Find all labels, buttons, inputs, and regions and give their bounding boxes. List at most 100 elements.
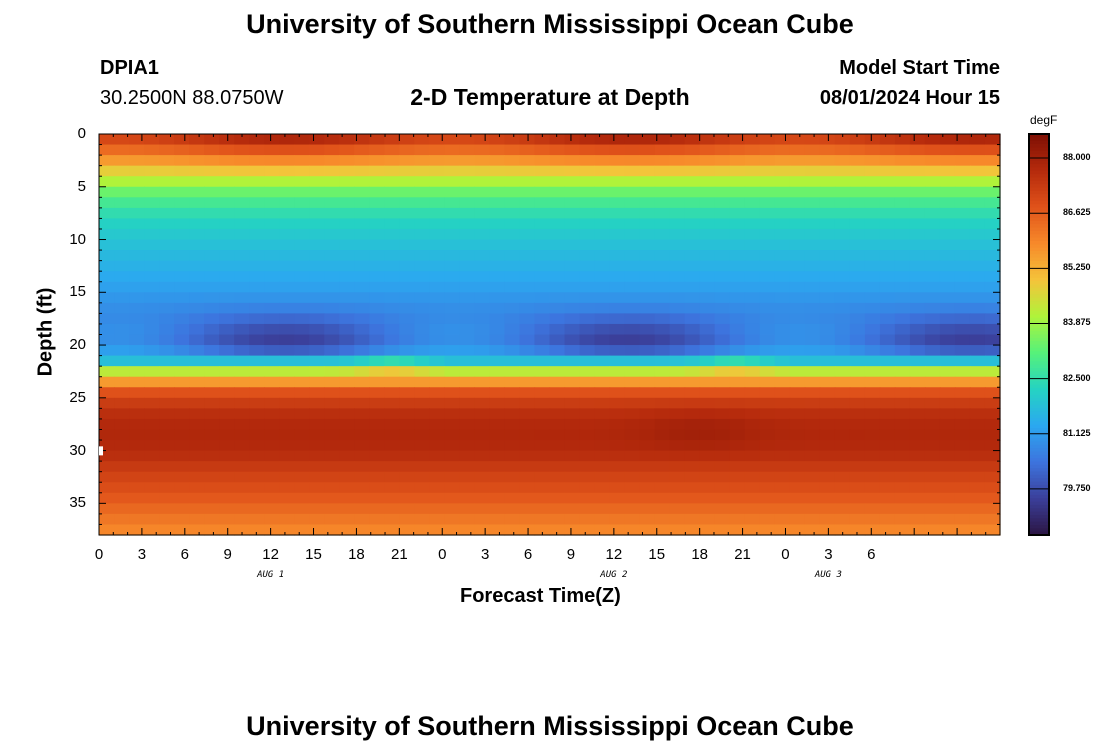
heatmap-cell: [114, 450, 130, 462]
heatmap-cell: [684, 387, 701, 399]
heatmap-cell: [399, 345, 415, 357]
heatmap-cell: [564, 281, 581, 293]
heatmap-cell: [504, 492, 521, 504]
heatmap-cell: [819, 281, 836, 293]
heatmap-cell: [99, 144, 115, 156]
heatmap-cell: [264, 313, 280, 325]
colorbar-segment: [1029, 351, 1049, 356]
heatmap-cell: [249, 387, 265, 399]
heatmap-cell: [234, 186, 250, 198]
heatmap-cell: [219, 334, 235, 346]
heatmap-cell: [234, 334, 250, 346]
heatmap-cell: [309, 218, 325, 230]
heatmap-cell: [279, 260, 295, 272]
heatmap-cell: [714, 440, 731, 452]
heatmap-cell: [684, 345, 701, 357]
heatmap-cell: [369, 176, 385, 188]
heatmap-cell: [504, 197, 521, 209]
heatmap-cell: [144, 155, 160, 167]
heatmap-cell: [429, 450, 445, 462]
heatmap-cell: [549, 334, 566, 346]
colorbar-segment: [1029, 217, 1049, 222]
heatmap-cell: [204, 345, 220, 357]
heatmap-cell: [369, 440, 385, 452]
heatmap-cell: [489, 281, 506, 293]
heatmap-cell: [954, 355, 971, 367]
heatmap-cell: [594, 471, 611, 483]
heatmap-cell: [729, 260, 746, 272]
heatmap-cell: [279, 134, 295, 146]
heatmap-cell: [639, 492, 656, 504]
heatmap-cell: [219, 155, 235, 167]
heatmap-cell: [924, 440, 941, 452]
heatmap-cell: [534, 334, 551, 346]
heatmap-cell: [819, 524, 836, 536]
heatmap-cell: [414, 281, 430, 293]
colorbar-segment: [1029, 247, 1049, 252]
heatmap-cell: [654, 345, 671, 357]
heatmap-cell: [969, 524, 986, 536]
heatmap-cell: [984, 313, 1001, 325]
heatmap-cell: [204, 387, 220, 399]
heatmap-cell: [954, 429, 971, 441]
colorbar-segment: [1029, 220, 1049, 225]
heatmap-cell: [174, 471, 190, 483]
heatmap-cell: [789, 524, 806, 536]
heatmap-cell: [909, 186, 926, 198]
heatmap-cell: [204, 482, 220, 494]
heatmap-cell: [444, 418, 460, 431]
colorbar-segment: [1029, 481, 1049, 486]
heatmap-cell: [414, 155, 430, 167]
heatmap-cell: [834, 134, 851, 146]
heatmap-cell: [369, 165, 385, 177]
heatmap-cell: [849, 408, 866, 420]
heatmap-cell: [534, 503, 551, 515]
heatmap-cell: [729, 176, 746, 188]
heatmap-cell: [624, 271, 641, 283]
heatmap-cell: [144, 408, 160, 420]
heatmap-cell: [984, 418, 1001, 431]
heatmap-cell: [309, 271, 325, 283]
heatmap-cell: [639, 524, 656, 536]
heatmap-cell: [324, 260, 340, 272]
heatmap-cell: [114, 260, 130, 272]
heatmap-cell: [939, 176, 956, 188]
heatmap-cell: [219, 513, 235, 526]
heatmap-cell: [429, 250, 445, 262]
heatmap-cell: [654, 366, 671, 378]
heatmap-cell: [129, 134, 145, 146]
colorbar-segment: [1029, 184, 1049, 189]
heatmap-cell: [594, 513, 611, 526]
heatmap-cell: [849, 323, 866, 336]
heatmap-cell: [624, 281, 641, 293]
heatmap-cell: [264, 218, 280, 230]
heatmap-cell: [294, 144, 310, 156]
heatmap-cell: [234, 271, 250, 283]
heatmap-cell: [894, 397, 911, 409]
heatmap-cell: [609, 355, 626, 367]
heatmap-cell: [699, 260, 716, 272]
heatmap-cell: [144, 418, 160, 431]
heatmap-cell: [744, 471, 761, 483]
heatmap-cell: [834, 186, 851, 198]
heatmap-cell: [879, 440, 896, 452]
heatmap-cell: [699, 323, 716, 336]
heatmap-cell: [759, 450, 776, 462]
heatmap-cell: [99, 250, 115, 262]
heatmap-cell: [879, 281, 896, 293]
heatmap-cell: [294, 292, 310, 304]
heatmap-cell: [99, 376, 115, 388]
heatmap-cell: [189, 281, 205, 293]
heatmap-cell: [954, 228, 971, 241]
heatmap-cell: [654, 260, 671, 272]
heatmap-cell: [144, 134, 160, 146]
heatmap-cell: [864, 144, 881, 156]
heatmap-cell: [924, 176, 941, 188]
colorbar-segment: [1029, 267, 1049, 272]
heatmap-cell: [234, 250, 250, 262]
heatmap-cell: [204, 144, 220, 156]
heatmap-cell: [444, 471, 460, 483]
heatmap-cell: [459, 397, 476, 409]
heatmap-cell: [549, 366, 566, 378]
heatmap-cell: [609, 207, 626, 220]
